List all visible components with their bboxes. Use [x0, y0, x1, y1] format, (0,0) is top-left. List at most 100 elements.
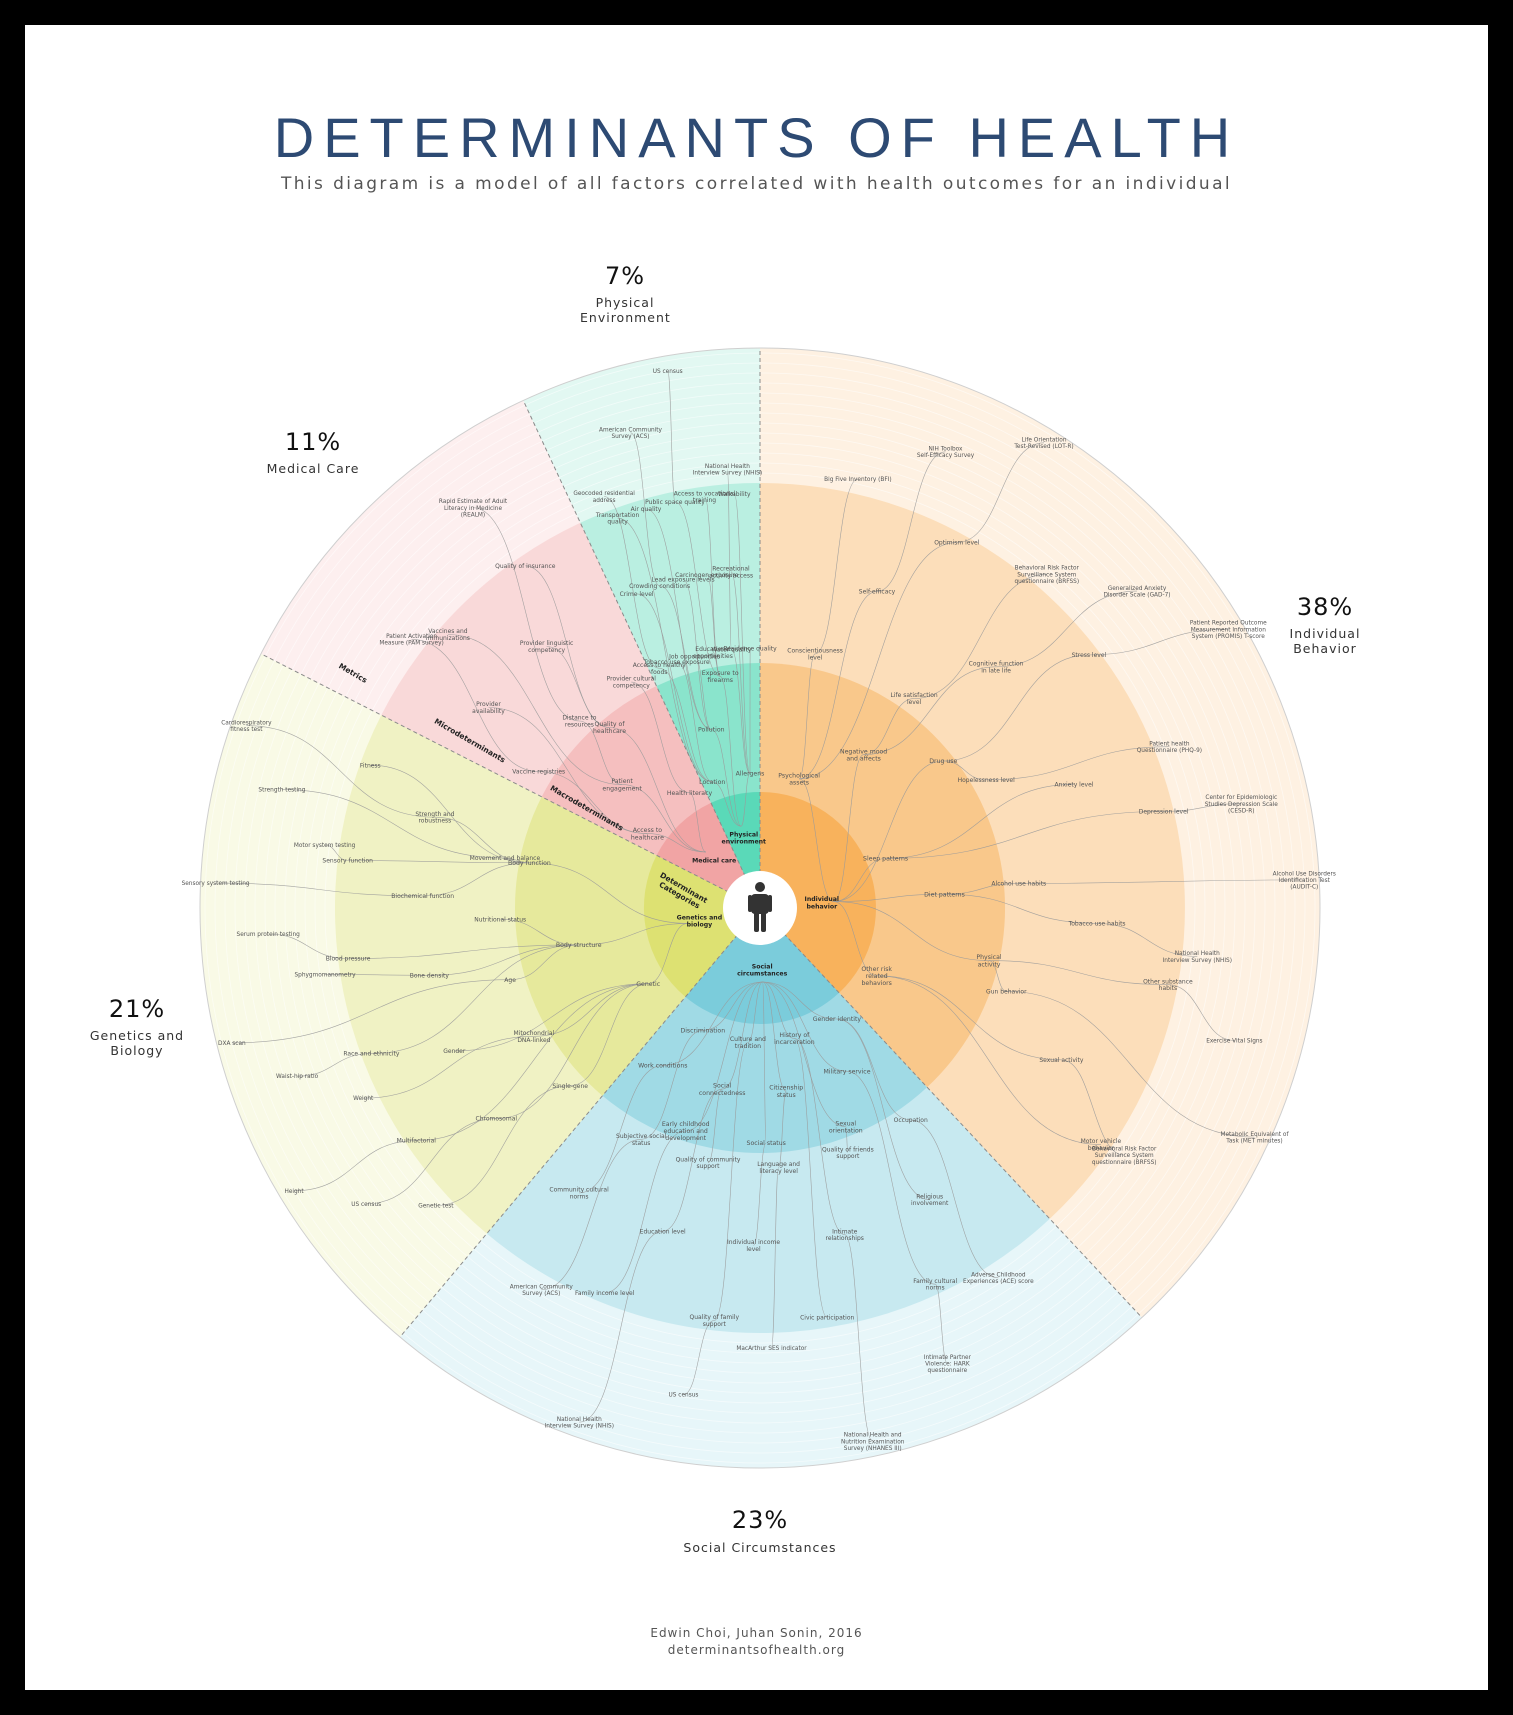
macro-medical-label: Quality of healthcare: [593, 721, 626, 735]
connector-line: [762, 981, 787, 1092]
credit-url: determinantsofhealth.org: [667, 1643, 846, 1657]
macro-medical-label: Health literacy: [667, 790, 713, 797]
connector-line: [630, 432, 660, 587]
micro-genetics-label: Chromosomal: [476, 1116, 518, 1123]
connector-line: [268, 933, 349, 959]
micro-physical-label: Crime level: [620, 591, 654, 598]
micro-social-label: Quality of community support: [676, 1156, 741, 1170]
micro-genetics-label: Biochemical function: [391, 893, 454, 900]
micro-social-label: Education level: [640, 1228, 686, 1235]
macro-social-label: Military service: [823, 1069, 870, 1076]
connector-line: [799, 778, 834, 902]
micro-individual-label: Gun behavior: [986, 988, 1027, 995]
micro-physical-label: Educational opportunities: [693, 646, 733, 660]
connector-line: [370, 764, 530, 864]
metrics-individual-label: Center for Epidemiologic Studies Depressi…: [1205, 795, 1279, 814]
connector-line: [747, 981, 763, 1043]
micro-genetics-label: Nutritional status: [474, 916, 526, 923]
metrics-individual-label: Life Orientation Test-Revised (LOT-R): [1013, 438, 1073, 451]
connector-line: [422, 862, 530, 897]
macro-social-label: Social connectedness: [699, 1083, 746, 1097]
connector-line: [798, 653, 816, 780]
sector-divider: [260, 653, 761, 909]
credit-authors: Edwin Choi, Juhan Sonin, 2016: [650, 1626, 863, 1640]
percent-medical: 11%: [284, 428, 342, 456]
metrics-physical-label: Geocoded residential address: [573, 491, 635, 504]
connector-line: [676, 661, 713, 783]
metrics-genetics-label: Genetic test: [418, 1204, 454, 1210]
label-physical: Physical Environment: [580, 295, 671, 325]
connector-line: [294, 1140, 417, 1192]
micro-medical-label: Vaccine registries: [512, 769, 565, 776]
macro-genetics-label: Genetic: [636, 981, 660, 988]
connector-line: [246, 725, 435, 818]
metrics-individual-label: Exercise Vital Signs: [1206, 1038, 1262, 1044]
micro-medical-label: Provider availability: [472, 701, 505, 715]
connector-line: [641, 1030, 703, 1140]
metrics-individual-label: Behavioral Risk Factor Surveillance Syste…: [1014, 566, 1079, 585]
connector-line: [659, 668, 713, 783]
connector-line: [762, 981, 848, 1072]
macro-social-label: Early childhood education and development: [662, 1121, 710, 1142]
connector-line: [674, 501, 721, 677]
label-medical: Medical Care: [266, 461, 360, 476]
percent-social: 23%: [731, 1506, 789, 1534]
connector-line: [472, 507, 580, 722]
micro-medical-label: Quality of insurance: [495, 563, 556, 570]
connector-line: [730, 571, 751, 774]
sector-medical-ring-0: [261, 400, 760, 908]
connector-line: [510, 944, 579, 980]
metrics-individual-label: NIH Toolbox Self-Efficacy Survey: [917, 447, 975, 460]
micro-physical-label: Air quality: [631, 506, 662, 513]
percent-physical: 7%: [604, 262, 646, 290]
micro-social-label: Quality of family support: [690, 1314, 740, 1328]
metrics-genetics-label: Strength testing: [258, 788, 305, 794]
connector-line: [876, 975, 1062, 1061]
connector-line: [667, 370, 676, 503]
connector-line: [988, 960, 1168, 985]
connector-line: [609, 727, 706, 853]
connector-line: [876, 975, 1101, 1145]
micro-individual-label: Other substance habits: [1143, 978, 1193, 992]
micro-physical-label: Walkability: [718, 491, 751, 498]
macro-genetics-label: Body structure: [556, 942, 602, 949]
connector-line: [711, 729, 742, 827]
micro-physical-label: Access to healthy foods: [633, 662, 686, 676]
micro-physical-label: Access to vocational training: [674, 490, 736, 504]
connector-line: [1088, 628, 1229, 656]
connector-line: [733, 493, 751, 774]
macro-social-label: Culture and tradition: [730, 1036, 766, 1050]
connector-line: [956, 442, 1045, 543]
connector-line: [704, 496, 721, 677]
connector-line: [771, 1167, 779, 1349]
sector-genetics-ring-3: [643, 855, 760, 997]
micro-social-label: Subjective social status: [616, 1133, 667, 1147]
micro-social-label: Language and literacy level: [757, 1161, 800, 1175]
connector-line: [648, 923, 688, 984]
micro-social-label: Individual income level: [727, 1239, 780, 1253]
connector-line: [685, 981, 763, 1132]
metrics-genetics-label: Cardiorespiratory fitness test: [221, 720, 272, 733]
micro-physical-label: Lead exposure levels: [651, 577, 714, 584]
connector-line: [324, 974, 430, 976]
connector-line: [799, 542, 957, 780]
label-social: Social Circumstances: [683, 1540, 837, 1555]
sector-social-ring-1: [486, 908, 1050, 1333]
connector-line: [740, 773, 751, 827]
sector-genetics-ring-0: [199, 653, 760, 1337]
micro-medical-label: Provider cultural competency: [607, 676, 657, 690]
metrics-social-label: National Health and Nutrition Examination…: [841, 1433, 905, 1452]
divider-layer: [260, 348, 1143, 1338]
micro-physical-label: Job opportunities: [668, 654, 720, 661]
metrics-individual-label: National Health Interview Survey (NHIS): [1163, 951, 1232, 964]
metrics-social-label: American Community Survey (ACS): [510, 1285, 574, 1298]
connector-line: [579, 1065, 663, 1194]
micro-physical-label: Residence quality: [724, 645, 778, 652]
metrics-physical-label: US census: [653, 369, 683, 375]
micro-physical-label: Crowding conditions: [629, 583, 690, 590]
connector-line: [844, 1234, 873, 1442]
micro-medical-label: Vaccines and immunizations: [426, 628, 470, 642]
metrics-medical-label: Patient Activation Measure (PAM survey): [379, 634, 443, 647]
connector-line: [541, 1139, 642, 1291]
